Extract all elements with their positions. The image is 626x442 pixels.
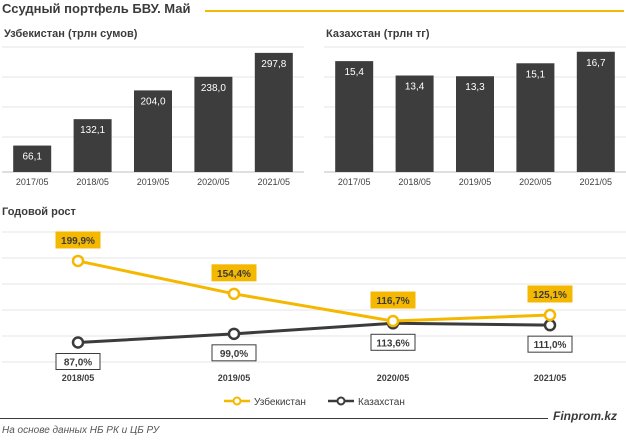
uzbekistan-legend-marker [232,396,242,406]
kazakhstan-bar-2018/05 [395,75,434,172]
uzbekistan-bar-2018/05 [73,119,112,172]
uzbekistan-growth-line [77,259,551,323]
uzbekistan-growth-point [71,254,85,268]
kazakhstan-tick-label: 2020/05 [519,177,552,187]
kazakhstan-bar-2017/05 [335,61,374,173]
uzbekistan-value-label: 204,0 [140,96,165,107]
kazakhstan-tick-label: 2021/05 [580,177,613,187]
uzbekistan-growth-label: 199,9% [61,236,95,247]
uzbekistan-value-label: 297,8 [261,59,286,70]
uzbekistan-growth-point [227,287,241,301]
kazakhstan-growth-label: 113,6% [376,338,409,349]
uzbekistan-tick-label: 2019/05 [137,177,170,187]
growth-title: Годовой рост [2,206,77,218]
uzbekistan-growth-label: 125,1% [533,290,567,301]
kazakhstan-legend-marker [336,396,346,406]
uzbekistan-growth-label-box [527,285,573,303]
uzbekistan-legend-label: Узбекистан [254,396,306,408]
kazakhstan-legend-label: Казахстан [358,397,405,408]
brand-label: Finprom.kz [553,409,618,423]
kazakhstan-tick-label: 2019/05 [459,177,492,187]
footer-rule [0,418,548,419]
uzbekistan-bar-2019/05 [134,90,172,172]
uzbekistan-tick-label: 2021/05 [258,177,291,187]
growth-tick-label: 2020/05 [377,373,410,383]
chart-title: Ссудный портфель БВУ. Май [2,1,191,16]
kazakhstan-growth-point [227,327,241,341]
growth-tick-label: 2018/05 [62,373,95,383]
kazakhstan-growth-label-box [55,353,101,370]
uzbekistan-growth-label-box [211,264,257,282]
kazakhstan-growth-label-box [211,344,257,362]
title-rule [205,10,624,12]
source-note: На основе данных НБ РК и ЦБ РУ [2,425,160,436]
uzbekistan-growth-label-box [55,231,101,249]
uzbekistan-bar-2021/05 [254,52,293,172]
uzbekistan-value-label: 238,0 [201,83,226,94]
uzbekistan-title: Узбекистан (трлн сумов) [4,28,138,40]
kazakhstan-bar-2019/05 [456,76,494,172]
kazakhstan-value-label: 15,4 [344,67,364,78]
kazakhstan-bar-2021/05 [576,51,615,173]
kazakhstan-value-label: 15,1 [526,69,546,80]
kazakhstan-growth-line [77,321,551,344]
uzbekistan-value-label: 132,1 [80,125,105,136]
kazakhstan-growth-label: 111,0% [534,340,567,351]
kazakhstan-growth-point [71,336,85,349]
kazakhstan-growth-point [543,318,557,332]
uzbekistan-growth-point [543,308,557,322]
kazakhstan-growth-label: 99,0% [220,349,248,360]
uzbekistan-value-label: 66,1 [22,152,42,163]
kazakhstan-growth-label-box [527,335,573,353]
kazakhstan-value-label: 13,4 [405,82,425,93]
uzbekistan-tick-label: 2018/05 [76,177,109,187]
kazakhstan-growth-label-box [370,333,416,351]
uzbekistan-tick-label: 2020/05 [197,177,230,187]
uzbekistan-bar-2020/05 [194,76,233,172]
kazakhstan-value-label: 13,3 [465,82,485,93]
uzbekistan-growth-label: 116,7% [376,296,409,307]
kazakhstan-title: Казахстан (трлн тг) [326,28,430,40]
uzbekistan-bar-2017/05 [13,145,52,172]
kazakhstan-bar-2020/05 [516,63,555,172]
growth-tick-label: 2021/05 [534,373,567,383]
kazakhstan-tick-label: 2018/05 [398,177,431,187]
kazakhstan-tick-label: 2017/05 [338,177,371,187]
uzbekistan-growth-label-box [370,291,416,309]
uzbekistan-tick-label: 2017/05 [16,177,49,187]
uzbekistan-growth-point [386,314,400,328]
kazakhstan-growth-label: 87,0% [64,358,92,369]
growth-tick-label: 2019/05 [218,373,251,383]
uzbekistan-growth-label: 154,4% [217,269,251,280]
kazakhstan-value-label: 16,7 [586,58,606,69]
